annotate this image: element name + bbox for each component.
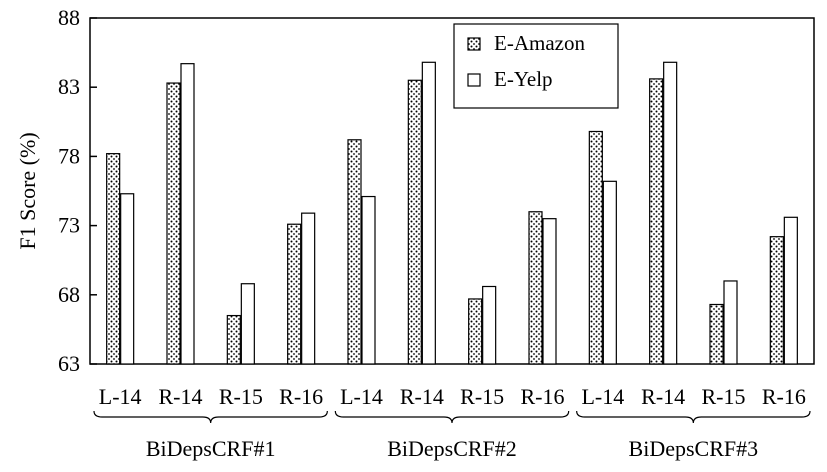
x-tick-label: R-16 <box>762 384 806 409</box>
group-brace <box>576 410 811 424</box>
group-label: BiDepsCRF#3 <box>629 436 759 461</box>
bar-e-yelp-bidepscrf1-r-16 <box>301 212 316 365</box>
bar-e-amazon-bidepscrf2-l-14 <box>347 139 362 365</box>
bar-e-amazon-bidepscrf1-r-16 <box>287 223 302 365</box>
legend-swatch-e-amazon <box>467 37 481 51</box>
bar-e-amazon-bidepscrf3-r-15 <box>709 303 724 365</box>
x-tick-label: L-14 <box>99 384 142 409</box>
bar-e-amazon-bidepscrf2-r-14 <box>407 79 422 365</box>
legend-label-e-yelp: E-Yelp <box>494 67 553 91</box>
legend-box <box>453 23 619 109</box>
y-tick-label: 63 <box>58 351 80 376</box>
x-tick-label: R-15 <box>219 384 263 409</box>
group-label: BiDepsCRF#1 <box>146 436 276 461</box>
bar-e-yelp-bidepscrf2-r-14 <box>421 61 436 365</box>
bar-e-yelp-bidepscrf1-l-14 <box>120 193 135 365</box>
bar-e-amazon-bidepscrf2-r-15 <box>468 298 483 365</box>
bar-e-amazon-bidepscrf3-r-14 <box>649 78 664 365</box>
bar-e-yelp-bidepscrf2-r-16 <box>542 218 557 365</box>
bar-e-amazon-bidepscrf3-r-16 <box>769 236 784 365</box>
bar-e-yelp-bidepscrf3-r-16 <box>783 216 798 365</box>
x-tick-label: R-14 <box>641 384 685 409</box>
x-tick-label: R-15 <box>460 384 504 409</box>
bar-e-yelp-bidepscrf2-r-15 <box>482 285 497 365</box>
bar-e-yelp-bidepscrf2-l-14 <box>361 195 376 365</box>
x-tick-label: L-14 <box>581 384 624 409</box>
x-tick-label: R-16 <box>279 384 323 409</box>
y-tick-label: 68 <box>58 282 80 307</box>
bar-e-amazon-bidepscrf1-l-14 <box>106 153 121 365</box>
bar-e-yelp-bidepscrf1-r-14 <box>180 63 195 365</box>
bar-e-yelp-bidepscrf1-r-15 <box>240 283 255 365</box>
bar-e-amazon-bidepscrf1-r-14 <box>166 82 181 365</box>
plot-frame <box>89 17 815 365</box>
legend: E-Amazon E-Yelp <box>453 23 619 109</box>
y-tick-label: 88 <box>58 5 80 30</box>
bar-e-yelp-bidepscrf3-r-15 <box>723 280 738 365</box>
bar-e-amazon-bidepscrf3-l-14 <box>588 130 603 365</box>
x-tick-label: R-16 <box>521 384 565 409</box>
group-brace <box>334 410 570 424</box>
x-tick-label: R-14 <box>400 384 444 409</box>
bar-e-yelp-bidepscrf3-r-14 <box>663 61 678 365</box>
x-tick-label: R-15 <box>702 384 746 409</box>
group-brace <box>93 410 328 424</box>
bar-e-amazon-bidepscrf2-r-16 <box>528 211 543 365</box>
bar-e-yelp-bidepscrf3-l-14 <box>602 180 617 365</box>
legend-label-e-amazon: E-Amazon <box>494 31 585 55</box>
y-tick-label: 83 <box>58 74 80 99</box>
y-axis-title: F1 Score (%) <box>15 132 40 249</box>
plot-area: 63 68 73 78 83 88 F1 Score (%) L-14 R-14 R-15 R-16… <box>15 5 815 461</box>
y-tick-label: 73 <box>58 213 80 238</box>
y-tick-label: 78 <box>58 143 80 168</box>
group-label: BiDepsCRF#2 <box>387 436 517 461</box>
legend-swatch-e-yelp <box>467 73 481 87</box>
bar-e-amazon-bidepscrf1-r-15 <box>226 314 241 365</box>
x-tick-label: R-14 <box>159 384 203 409</box>
x-tick-label: L-14 <box>340 384 383 409</box>
